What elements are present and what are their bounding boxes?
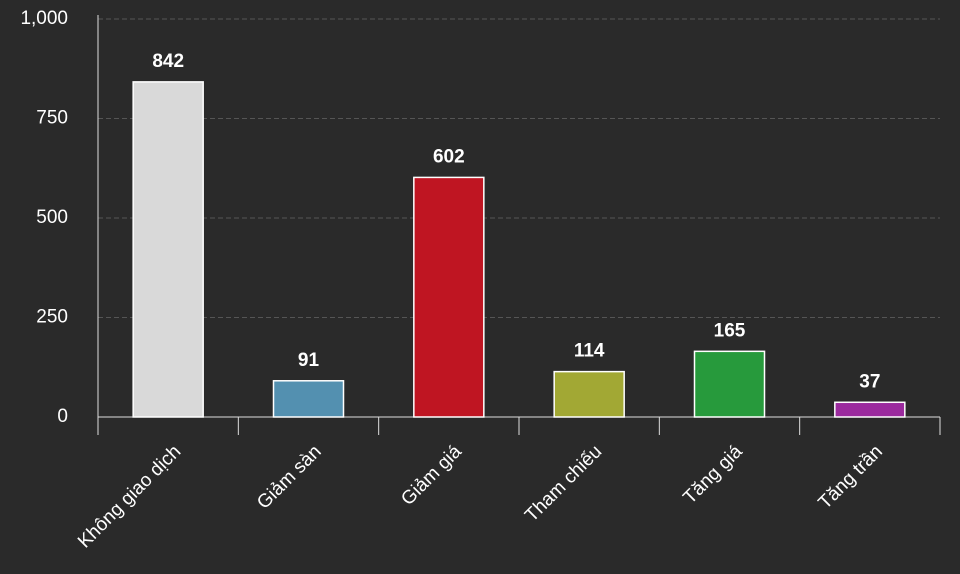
- value-label: 165: [714, 320, 746, 341]
- value-label: 91: [298, 350, 320, 371]
- y-tick-label: 750: [36, 108, 68, 129]
- y-tick-label: 1,000: [20, 8, 68, 29]
- bar: [693, 350, 766, 418]
- y-tick-label: 500: [36, 207, 68, 228]
- bar: [272, 380, 345, 418]
- bar: [553, 370, 625, 418]
- y-tick-label: 0: [57, 406, 68, 427]
- value-label: 602: [433, 146, 465, 167]
- bar: [413, 176, 485, 418]
- value-label: 37: [859, 371, 880, 392]
- value-label: 114: [574, 341, 605, 362]
- value-label: 842: [152, 51, 184, 72]
- bar: [834, 401, 906, 418]
- bar: [132, 81, 204, 418]
- y-tick-label: 250: [36, 307, 68, 328]
